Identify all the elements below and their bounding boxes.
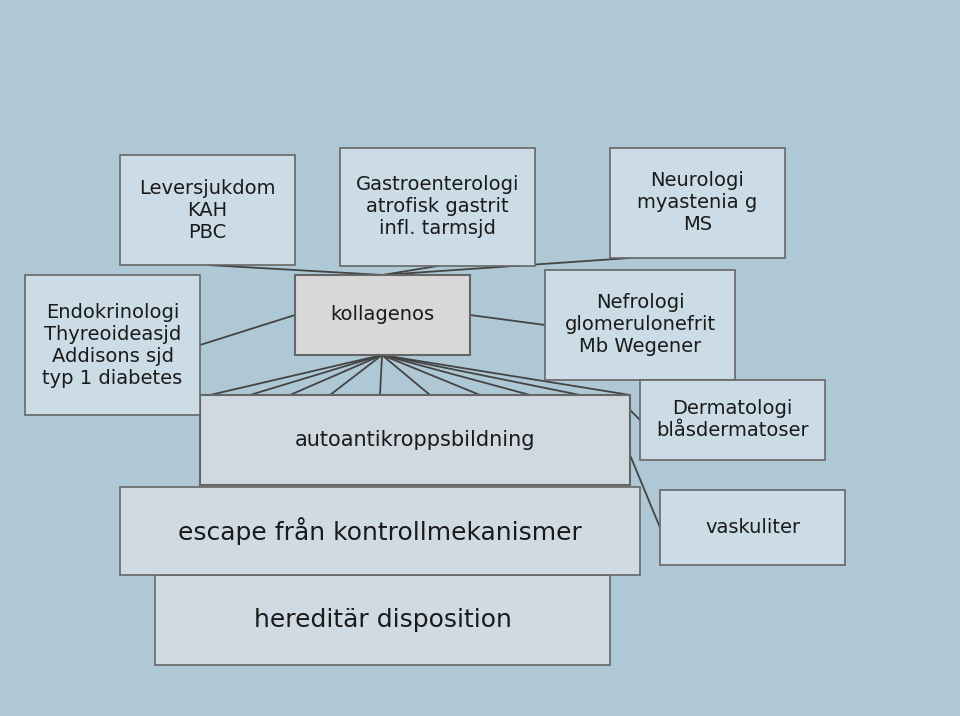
Text: escape från kontrollmekanismer: escape från kontrollmekanismer	[178, 517, 582, 545]
FancyBboxPatch shape	[610, 148, 785, 258]
Text: vaskuliter: vaskuliter	[705, 518, 800, 537]
FancyBboxPatch shape	[120, 487, 640, 575]
Text: Endokrinologi
Thyreoideasjd
Addisons sjd
typ 1 diabetes: Endokrinologi Thyreoideasjd Addisons sjd…	[42, 302, 182, 387]
FancyBboxPatch shape	[155, 575, 610, 665]
FancyBboxPatch shape	[640, 380, 825, 460]
Text: Leversjukdom
KAH
PBC: Leversjukdom KAH PBC	[139, 178, 276, 241]
FancyBboxPatch shape	[295, 275, 470, 355]
Text: Dermatologi
blåsdermatoser: Dermatologi blåsdermatoser	[657, 400, 809, 440]
Text: Nefrologi
glomerulonefrit
Mb Wegener: Nefrologi glomerulonefrit Mb Wegener	[564, 294, 715, 357]
FancyBboxPatch shape	[660, 490, 845, 565]
Text: Neurologi
myastenia g
MS: Neurologi myastenia g MS	[637, 172, 757, 235]
FancyBboxPatch shape	[25, 275, 200, 415]
Text: Gastroenterologi
atrofisk gastrit
infl. tarmsjd: Gastroenterologi atrofisk gastrit infl. …	[356, 175, 519, 238]
FancyBboxPatch shape	[200, 395, 630, 485]
FancyBboxPatch shape	[120, 155, 295, 265]
Text: hereditär disposition: hereditär disposition	[253, 608, 512, 632]
Text: kollagenos: kollagenos	[330, 306, 435, 324]
FancyBboxPatch shape	[340, 148, 535, 266]
Text: autoantikroppsbildning: autoantikroppsbildning	[295, 430, 536, 450]
FancyBboxPatch shape	[545, 270, 735, 380]
